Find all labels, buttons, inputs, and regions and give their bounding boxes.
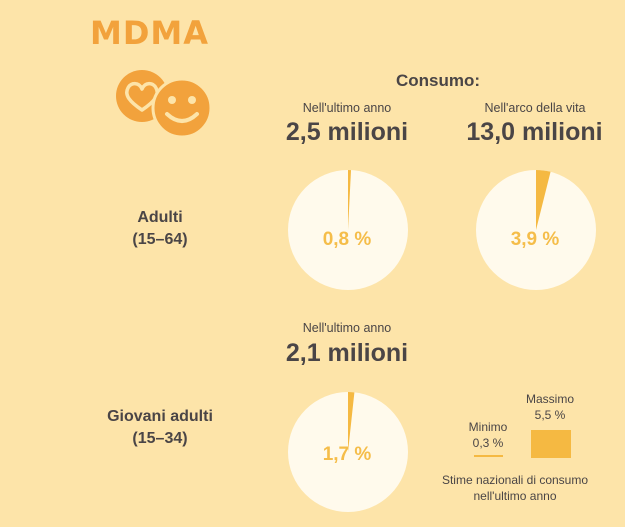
young-adults-label-line2: (15–34) [132, 430, 188, 447]
legend-max-swatch [531, 430, 571, 458]
adults-last-year-total: 2,5 milioni [285, 118, 409, 146]
pie-adults-last-year [288, 170, 408, 290]
pie-young-adults-last-year [288, 392, 408, 512]
adults-last-year-caption: Nell'ultimo anno [302, 101, 392, 115]
young-adults-label-line1: Giovani adulti [107, 408, 213, 425]
young-adults-row-label: Giovani adulti (15–34) [80, 406, 240, 450]
legend-caption-line1: Stime nazionali di consumo [441, 473, 589, 487]
adults-lifetime-total: 13,0 milioni [466, 118, 603, 146]
legend-max-label: Massimo [525, 392, 574, 406]
adults-row-label: Adulti (15–64) [100, 207, 220, 251]
adults-lifetime-caption: Nell'arco della vita [484, 101, 586, 115]
legend-caption-line2: nell'ultimo anno [473, 489, 557, 503]
adults-label-line1: Adulti [137, 209, 183, 226]
legend-min-swatch [474, 455, 503, 457]
page-title: MDMA [90, 14, 210, 52]
young-adults-last-year-caption: Nell'ultimo anno [302, 321, 392, 335]
young-adults-last-year-total: 2,1 milioni [285, 339, 409, 367]
adults-last-year-pct: 0,8 % [322, 229, 372, 250]
adults-lifetime-pct: 3,9 % [510, 229, 560, 250]
legend-caption: Stime nazionali di consumo nell'ultimo a… [415, 472, 615, 504]
legend-min-value: 0,3 % [472, 436, 504, 450]
pie-slice [348, 170, 352, 230]
pie-slice [348, 392, 355, 452]
consumption-header: Consumo: [396, 71, 481, 90]
heart-smiley-icon [116, 70, 213, 138]
legend-min-label: Minimo [468, 420, 508, 434]
pie-adults-lifetime [476, 170, 596, 290]
young-adults-last-year-pct: 1,7 % [322, 444, 372, 465]
legend-max-value: 5,5 % [534, 408, 566, 422]
pie-slice [536, 170, 551, 230]
adults-label-line2: (15–64) [132, 231, 188, 248]
